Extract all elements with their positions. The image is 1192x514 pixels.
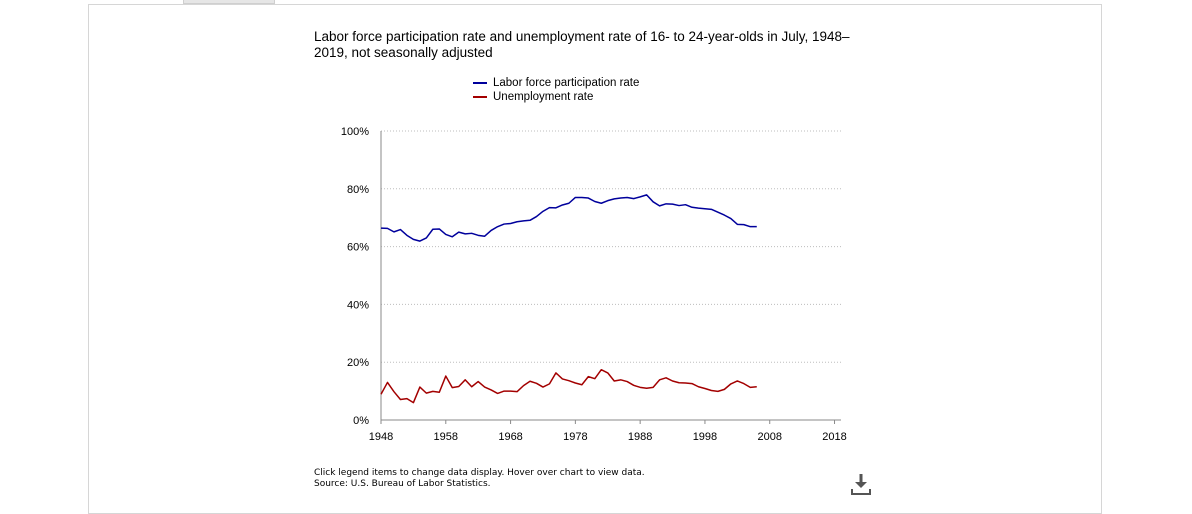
legend-swatch-participation	[473, 82, 487, 84]
x-tick-label-1958: 1958	[434, 431, 458, 443]
series-line-unemployment[interactable]	[380, 368, 757, 404]
x-tick-label-1948: 1948	[369, 431, 393, 443]
y-tick-label-100: 100%	[341, 126, 369, 138]
x-tick-label-1988: 1988	[628, 431, 652, 443]
x-tick-label-2008: 2008	[757, 431, 781, 443]
download-button[interactable]	[850, 472, 872, 496]
x-tick-label-1978: 1978	[563, 431, 587, 443]
legend-label-participation: Labor force participation rate	[493, 77, 640, 89]
download-icon	[851, 474, 871, 495]
legend-item-unemployment[interactable]: Unemployment rate	[473, 90, 639, 104]
x-tick-label-1968: 1968	[498, 431, 522, 443]
series-layer[interactable]	[380, 194, 757, 404]
footer-note-source: Source: U.S. Bureau of Labor Statistics.	[314, 479, 491, 489]
grid-layer	[381, 130, 841, 363]
x-tick-label-2018: 2018	[822, 431, 846, 443]
x-tick-label-1998: 1998	[693, 431, 717, 443]
chart-title: Labor force participation rate and unemp…	[314, 29, 850, 60]
legend-swatch-unemployment	[473, 96, 487, 98]
tab-stub[interactable]	[183, 0, 275, 4]
legend-item-participation[interactable]: Labor force participation rate	[473, 76, 639, 90]
chart-svg[interactable]: 0% 20% 40% 60% 80% 100% 1948 1958 1968 1978 1988 19…	[0, 0, 1192, 500]
series-line-participation[interactable]	[380, 194, 757, 242]
y-tick-label-40: 40%	[347, 299, 369, 311]
legend: Labor force participation rate Unemploym…	[473, 76, 639, 104]
y-tick-label-20: 20%	[347, 357, 369, 369]
y-tick-label-80: 80%	[347, 184, 369, 196]
footer-note-instructions: Click legend items to change data displa…	[314, 468, 645, 478]
legend-label-unemployment: Unemployment rate	[493, 91, 594, 103]
y-tick-label-0: 0%	[353, 415, 369, 427]
footer-note: Click legend items to change data displa…	[314, 468, 645, 490]
axis-layer: 0% 20% 40% 60% 80% 100% 1948 1958 1968 1978 1988 19…	[341, 126, 847, 443]
y-tick-label-60: 60%	[347, 242, 369, 254]
